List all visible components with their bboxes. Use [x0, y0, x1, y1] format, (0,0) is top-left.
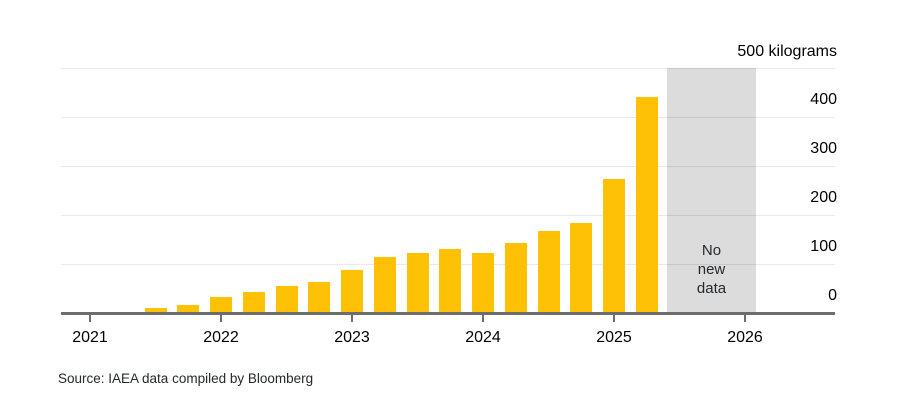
bar [538, 231, 560, 313]
bar [276, 286, 298, 313]
x-axis-label-2025: 2025 [596, 329, 632, 346]
gridline-200 [61, 215, 835, 216]
bar [243, 292, 265, 313]
bar [407, 253, 429, 313]
no-new-data-band [667, 68, 756, 313]
bar [603, 179, 625, 313]
x-axis-tick-2026 [744, 315, 746, 322]
bar [177, 305, 199, 313]
x-axis-label-2023: 2023 [334, 329, 370, 346]
x-axis-tick-2025 [613, 315, 615, 322]
bar [145, 308, 167, 313]
x-axis-label-2022: 2022 [203, 329, 239, 346]
y-axis-label-0: 0 [828, 287, 837, 304]
x-axis-tick-2021 [89, 315, 91, 322]
x-axis-label-2021: 2021 [72, 329, 108, 346]
no-new-data-line-1: new [697, 261, 726, 278]
bar [308, 282, 330, 313]
gridline-400 [61, 117, 835, 118]
no-new-data-line-0: No [701, 242, 722, 259]
source-attribution: Source: IAEA data compiled by Bloomberg [58, 371, 314, 386]
y-axis-label-100: 100 [810, 238, 837, 255]
no-new-data-label: No new data [667, 241, 756, 298]
x-axis-label-2024: 2024 [465, 329, 501, 346]
y-axis-label-200: 200 [810, 189, 837, 206]
x-axis-tick-2023 [351, 315, 353, 322]
bar [374, 257, 396, 313]
gridline-300 [61, 166, 835, 167]
x-axis-tick-2024 [482, 315, 484, 322]
bar [210, 297, 232, 313]
y-axis-unit-label: 500 kilograms [737, 43, 837, 60]
y-axis-label-300: 300 [810, 140, 837, 157]
bar [505, 243, 527, 313]
gridline-500 [61, 68, 835, 69]
x-axis-label-2026: 2026 [727, 329, 763, 346]
no-new-data-line-2: data [696, 280, 727, 297]
bar [439, 249, 461, 313]
x-axis-line [61, 312, 835, 315]
y-axis-label-400: 400 [810, 91, 837, 108]
bar [636, 97, 658, 313]
bar [341, 270, 363, 313]
x-axis-tick-2022 [220, 315, 222, 322]
bar [570, 223, 592, 313]
bar [472, 253, 494, 313]
